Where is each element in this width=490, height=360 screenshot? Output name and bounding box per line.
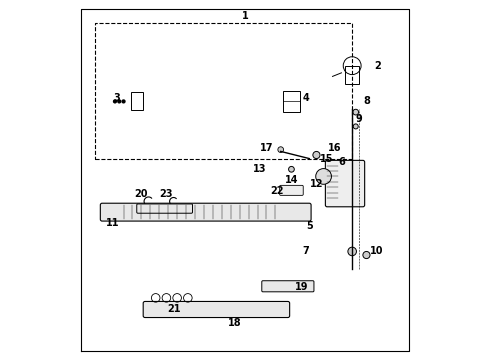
Text: 19: 19 — [295, 282, 309, 292]
Circle shape — [278, 147, 284, 153]
Text: 11: 11 — [106, 218, 120, 228]
Text: 1: 1 — [242, 11, 248, 21]
Text: 10: 10 — [370, 247, 384, 256]
Text: 2: 2 — [374, 61, 381, 71]
Circle shape — [313, 152, 320, 158]
Text: 12: 12 — [310, 179, 323, 189]
Text: 23: 23 — [160, 189, 173, 199]
FancyBboxPatch shape — [143, 301, 290, 318]
Bar — [283, 91, 300, 112]
Bar — [345, 66, 359, 84]
Text: 14: 14 — [285, 175, 298, 185]
Text: 16: 16 — [327, 143, 341, 153]
Text: 15: 15 — [320, 154, 334, 163]
Text: 22: 22 — [270, 186, 284, 196]
Bar — [131, 93, 143, 111]
Text: 3: 3 — [113, 93, 120, 103]
Circle shape — [363, 251, 370, 258]
FancyBboxPatch shape — [137, 204, 193, 213]
Text: 8: 8 — [363, 96, 370, 107]
Text: 18: 18 — [227, 318, 241, 328]
Circle shape — [353, 109, 359, 115]
Text: 9: 9 — [356, 114, 363, 124]
Circle shape — [118, 100, 121, 103]
Circle shape — [316, 168, 331, 184]
Text: 7: 7 — [302, 247, 309, 256]
Text: 6: 6 — [338, 157, 345, 167]
Circle shape — [348, 247, 356, 256]
Text: 13: 13 — [252, 164, 266, 174]
Text: 4: 4 — [302, 93, 309, 103]
Circle shape — [122, 100, 125, 103]
Circle shape — [114, 100, 117, 103]
FancyBboxPatch shape — [100, 203, 311, 221]
Text: 20: 20 — [135, 189, 148, 199]
Text: 17: 17 — [260, 143, 273, 153]
Text: 5: 5 — [306, 221, 313, 231]
FancyBboxPatch shape — [262, 281, 314, 292]
Circle shape — [353, 124, 358, 129]
Circle shape — [289, 166, 294, 172]
FancyBboxPatch shape — [325, 160, 365, 207]
FancyBboxPatch shape — [280, 185, 303, 195]
Text: 21: 21 — [167, 303, 180, 314]
